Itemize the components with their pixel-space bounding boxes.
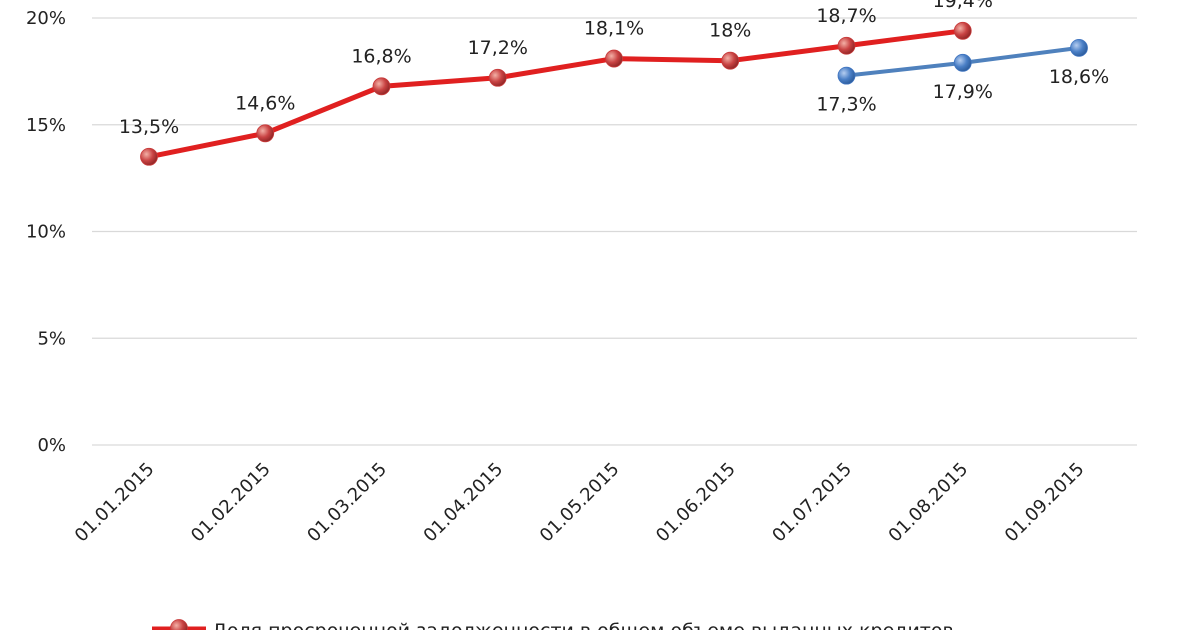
data-point [953,53,972,72]
y-tick-label: 0% [37,435,66,456]
data-point [953,21,972,40]
x-tick-label: 01.08.2015 [885,459,973,547]
x-tick-label: 01.03.2015 [303,459,391,547]
data-point [837,66,856,85]
data-point [1070,38,1088,57]
data-label: 18,1% [584,18,644,40]
data-label: 18,7% [816,5,876,27]
y-tick-label: 20% [26,8,66,29]
x-tick-label: 01.04.2015 [420,459,508,547]
data-label: 18% [709,20,751,42]
data-label: 17,3% [816,94,876,116]
data-label: 18,6% [1049,66,1109,88]
x-tick-label: 01.02.2015 [187,459,275,547]
data-point [488,68,507,87]
y-tick-label: 5% [37,328,66,349]
legend-marker [170,619,188,634]
data-label: 16,8% [351,45,411,67]
x-tick-label: 01.01.2015 [71,459,159,547]
x-tick-label: 01.06.2015 [652,459,740,547]
x-tick-label: 01.07.2015 [768,459,856,547]
data-label: 17,9% [933,81,993,103]
data-point [605,49,623,68]
data-label: 17,2% [468,37,528,59]
y-tick-label: 15% [26,115,66,136]
data-label: 19,4% [933,0,993,12]
x-tick-label: 01.09.2015 [1001,459,1089,547]
data-label: 13,5% [119,116,179,138]
data-point [256,124,275,143]
legend-label: Доля просроченной задолженности в общем … [212,620,954,630]
data-label: 14,6% [235,92,295,114]
data-point [837,36,856,55]
x-tick-label: 01.05.2015 [536,459,624,547]
data-point [140,147,158,166]
data-point [721,51,740,70]
y-tick-label: 10% [26,222,66,243]
data-point [372,77,391,96]
series-line-1 [146,28,966,160]
